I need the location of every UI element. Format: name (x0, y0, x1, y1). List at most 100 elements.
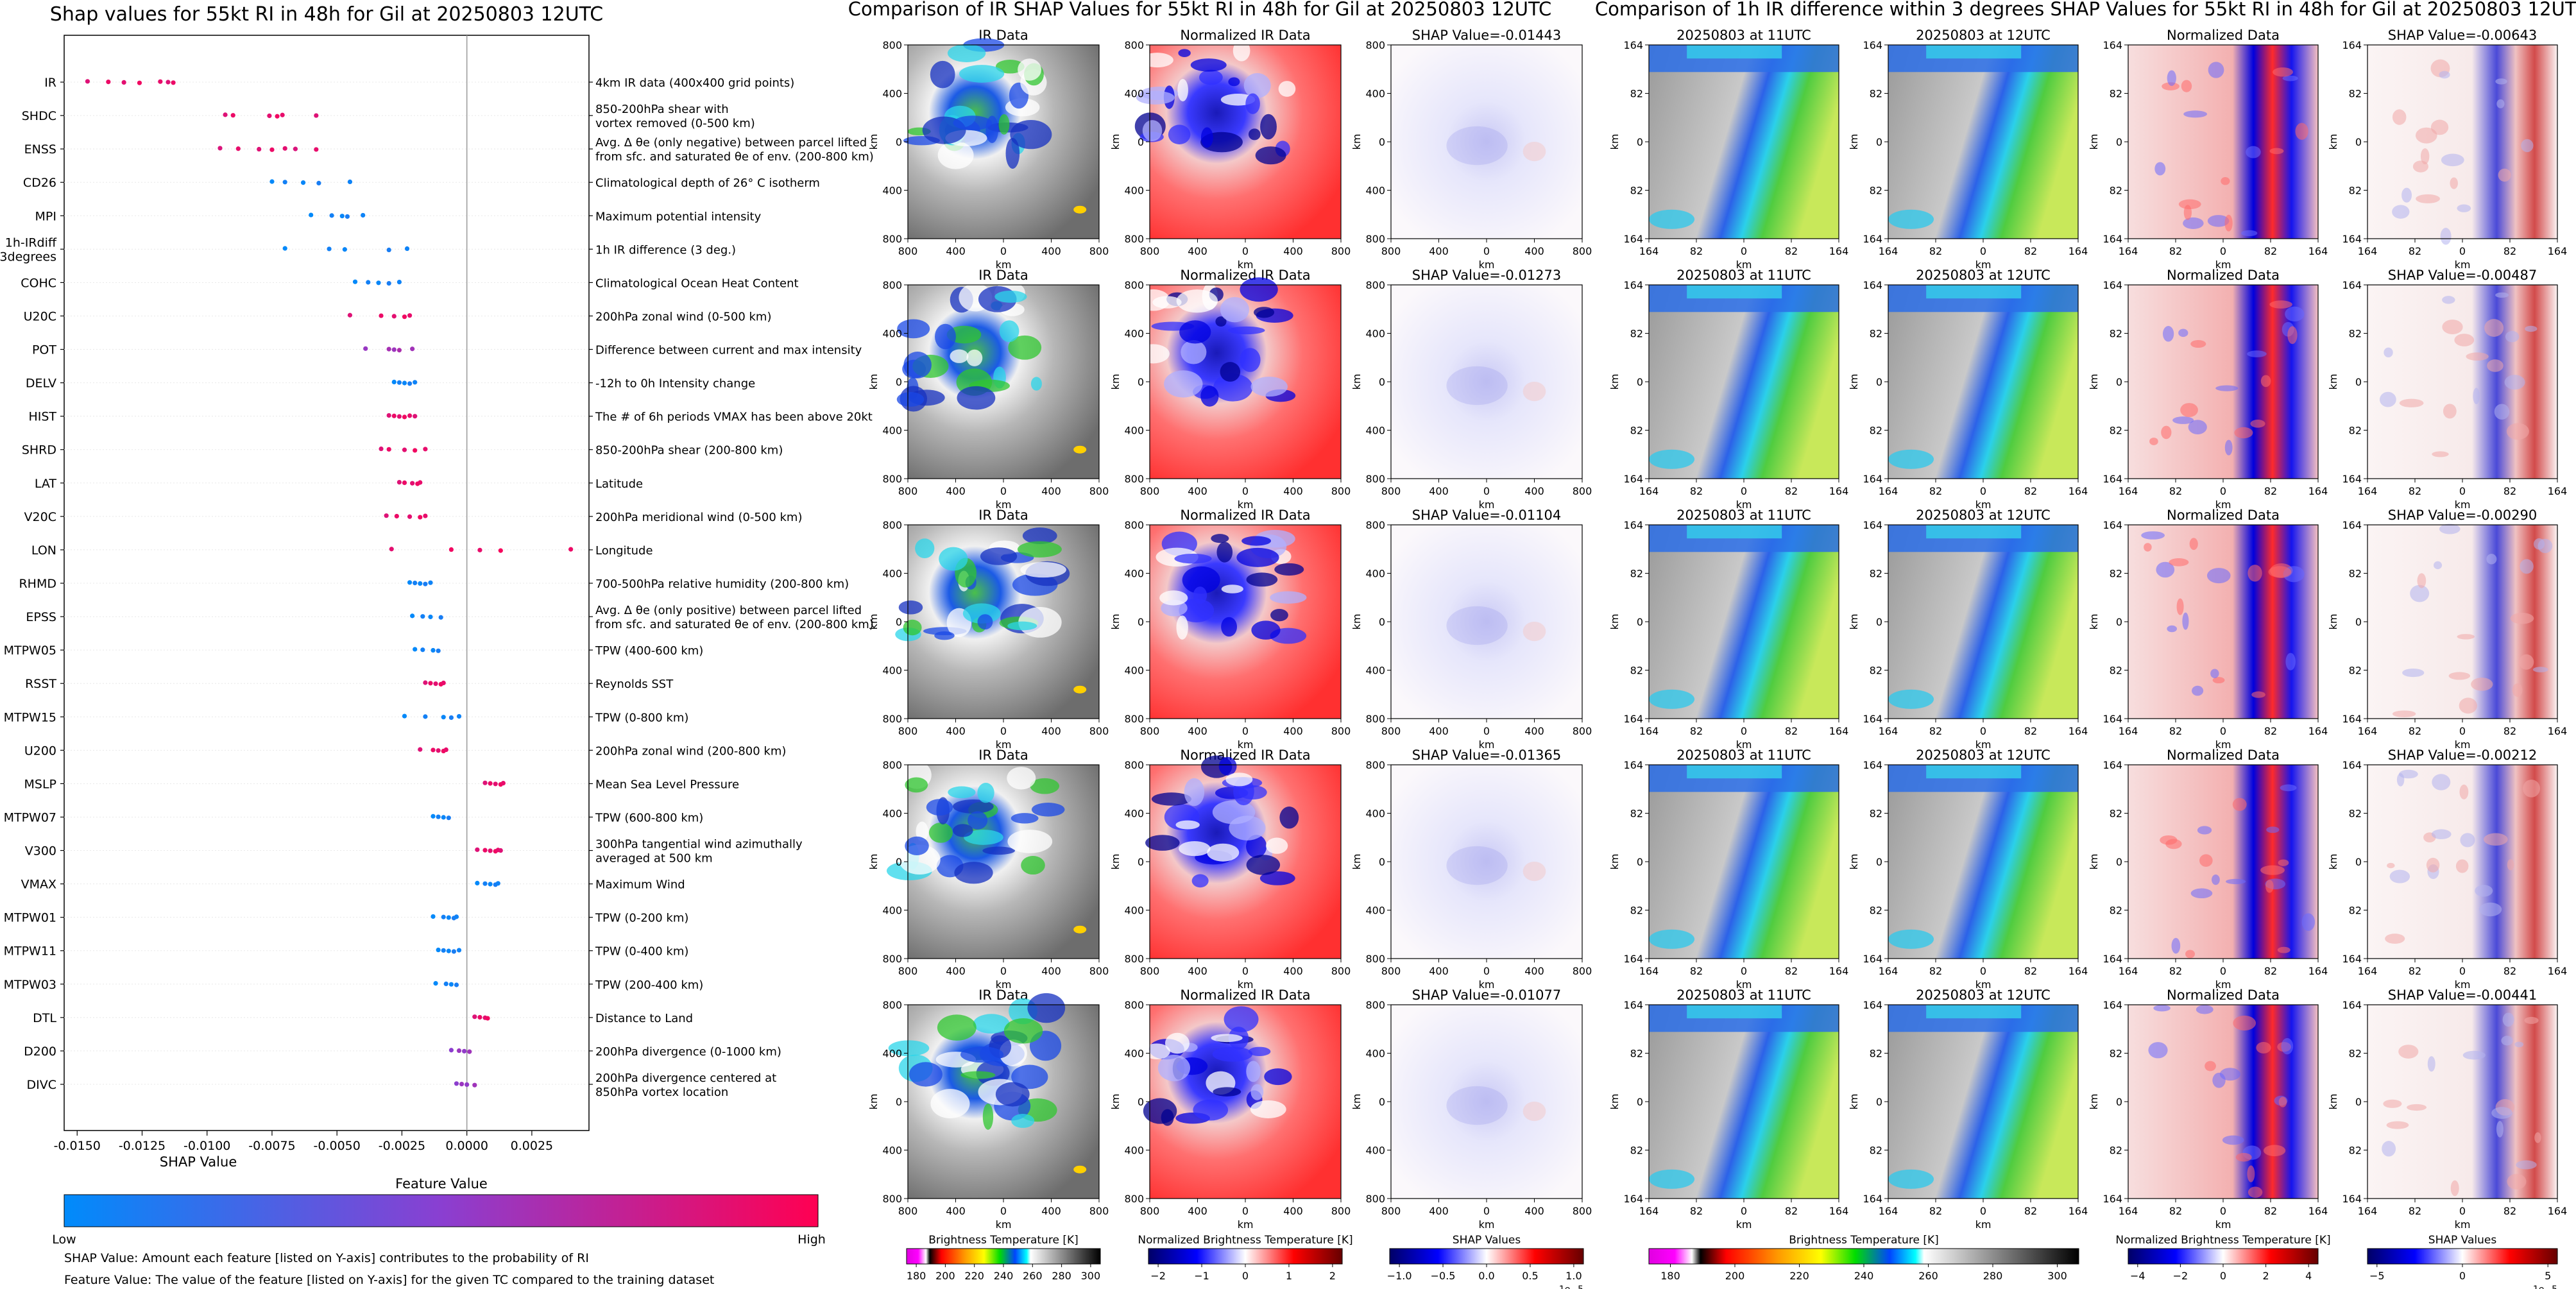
explanation-note: Feature Value: The value of the feature … (64, 1273, 714, 1287)
anomaly-blob (2178, 329, 2188, 337)
cloud-blob (1179, 320, 1211, 344)
anomaly-blob (2182, 612, 2189, 630)
anomaly-blob (2398, 1045, 2419, 1059)
y-tick-label: 164 (1863, 759, 1882, 771)
y-tick-label: 800 (1124, 999, 1144, 1011)
y-tick-label: 800 (882, 759, 902, 771)
shap-point (423, 447, 428, 452)
shap-point (386, 247, 391, 253)
x-tick-label: 800 (1573, 245, 1592, 257)
y-tick-label: 400 (882, 905, 902, 917)
shap-point (454, 982, 459, 987)
x-axis-label: km (2215, 738, 2231, 751)
y-tick-label: 164 (2103, 713, 2122, 725)
x-tick-label: 0 (1980, 485, 1986, 497)
x-tick-label: 400 (1188, 1205, 1207, 1217)
x-tick-label: 82 (2024, 485, 2037, 497)
x-tick-label: 400 (946, 1205, 966, 1217)
anomaly-blob (2210, 669, 2219, 679)
shap-point (413, 647, 418, 652)
shap-point (420, 647, 425, 653)
feature-description: 200hPa zonal wind (0-500 km) (595, 310, 772, 323)
x-tick-label: 82 (2264, 965, 2277, 977)
cloud-blob (1031, 803, 1065, 817)
shap-point (428, 580, 433, 585)
cloud-blob (1007, 621, 1037, 631)
anomaly-blob (2196, 1005, 2213, 1014)
shap-point (423, 714, 428, 719)
cloud-blob (1213, 1087, 1241, 1097)
anomaly-blob (2450, 177, 2458, 189)
y-tick-label: 164 (1863, 713, 1882, 725)
x-tick-label: 164 (1879, 485, 1898, 497)
x-tick-label: 400 (946, 245, 966, 257)
x-axis-label: km (1975, 259, 1992, 271)
cloud-blob (1073, 1165, 1087, 1174)
y-tick-label: 0 (1379, 376, 1385, 388)
y-tick-label: 82 (1870, 905, 1882, 917)
anomaly-blob (2504, 375, 2525, 390)
x-tick-label: 82 (2503, 965, 2516, 977)
cloud-band (1888, 929, 1934, 949)
y-tick-label: 82 (2349, 88, 2362, 100)
feature-label: D200 (24, 1045, 56, 1059)
cloud-blob (999, 320, 1019, 343)
y-tick-label: 164 (2103, 999, 2122, 1011)
shap-point (376, 280, 381, 286)
feature-label: POT (32, 343, 56, 357)
y-tick-label: 400 (1124, 665, 1144, 677)
shap-point (329, 213, 334, 218)
y-tick-label: 400 (1365, 1145, 1385, 1157)
shap-point (379, 446, 384, 452)
y-tick-label: 800 (882, 953, 902, 965)
feature-row-v300: V300 300hPa tangential wind azimuthallyav… (25, 838, 803, 866)
anomaly-blob (2153, 1005, 2171, 1012)
cloud-blob (1240, 277, 1278, 302)
panel-image (1888, 1005, 2078, 1199)
cloud-blob (1159, 590, 1188, 606)
y-tick-label: 0 (1637, 616, 1643, 628)
feature-label: MTPW03 (4, 978, 56, 992)
feature-label: MTPW11 (4, 944, 56, 959)
panel-title: SHAP Value=-0.00290 (2388, 508, 2538, 523)
y-tick-label: 0 (1379, 1096, 1385, 1108)
x-tick-label: 400 (1524, 1205, 1544, 1217)
anomaly-blob (2440, 228, 2452, 245)
cloud-blob (1213, 373, 1253, 402)
anomaly-blob (2185, 950, 2196, 959)
cloud-band (1687, 765, 1782, 779)
y-tick-label: 164 (2103, 233, 2122, 245)
colorbar-tick-label: 280 (1052, 1270, 1071, 1282)
x-tick-label: 0 (1741, 1205, 1747, 1217)
cloud-blob (959, 65, 1005, 83)
shap-point (391, 379, 397, 385)
y-tick-label: 82 (2349, 328, 2362, 340)
x-tick-label: 800 (1381, 725, 1401, 737)
x-tick-label: 164 (1879, 725, 1898, 737)
x-tick-label: 164 (2308, 725, 2328, 737)
panel-image (1391, 1005, 1582, 1199)
shap-blob (1523, 382, 1546, 402)
cloud-blob (1251, 620, 1281, 640)
panel-image (1391, 525, 1582, 719)
y-tick-label: 400 (1365, 1048, 1385, 1060)
shap-point (282, 146, 287, 151)
shap-point (361, 212, 366, 218)
y-axis-label: km (1608, 134, 1621, 150)
y-tick-label: 800 (1365, 473, 1385, 485)
x-axis-label: km (1238, 738, 1254, 751)
shap-point (389, 547, 394, 552)
feature-label: SHRD (22, 443, 56, 457)
y-tick-label: 164 (2342, 473, 2362, 485)
panel-image (1888, 45, 2078, 239)
cloud-band (1926, 525, 2022, 539)
x-tick-label: 0 (1980, 725, 1986, 737)
anomaly-blob (2521, 139, 2534, 153)
colorbar-tick-label: 200 (935, 1270, 955, 1282)
cloud-blob (926, 799, 953, 816)
cloud-blob (1243, 73, 1271, 98)
x-axis-label: km (1238, 978, 1254, 991)
feature-label: MTPW05 (4, 644, 56, 658)
shap-point (441, 914, 446, 919)
